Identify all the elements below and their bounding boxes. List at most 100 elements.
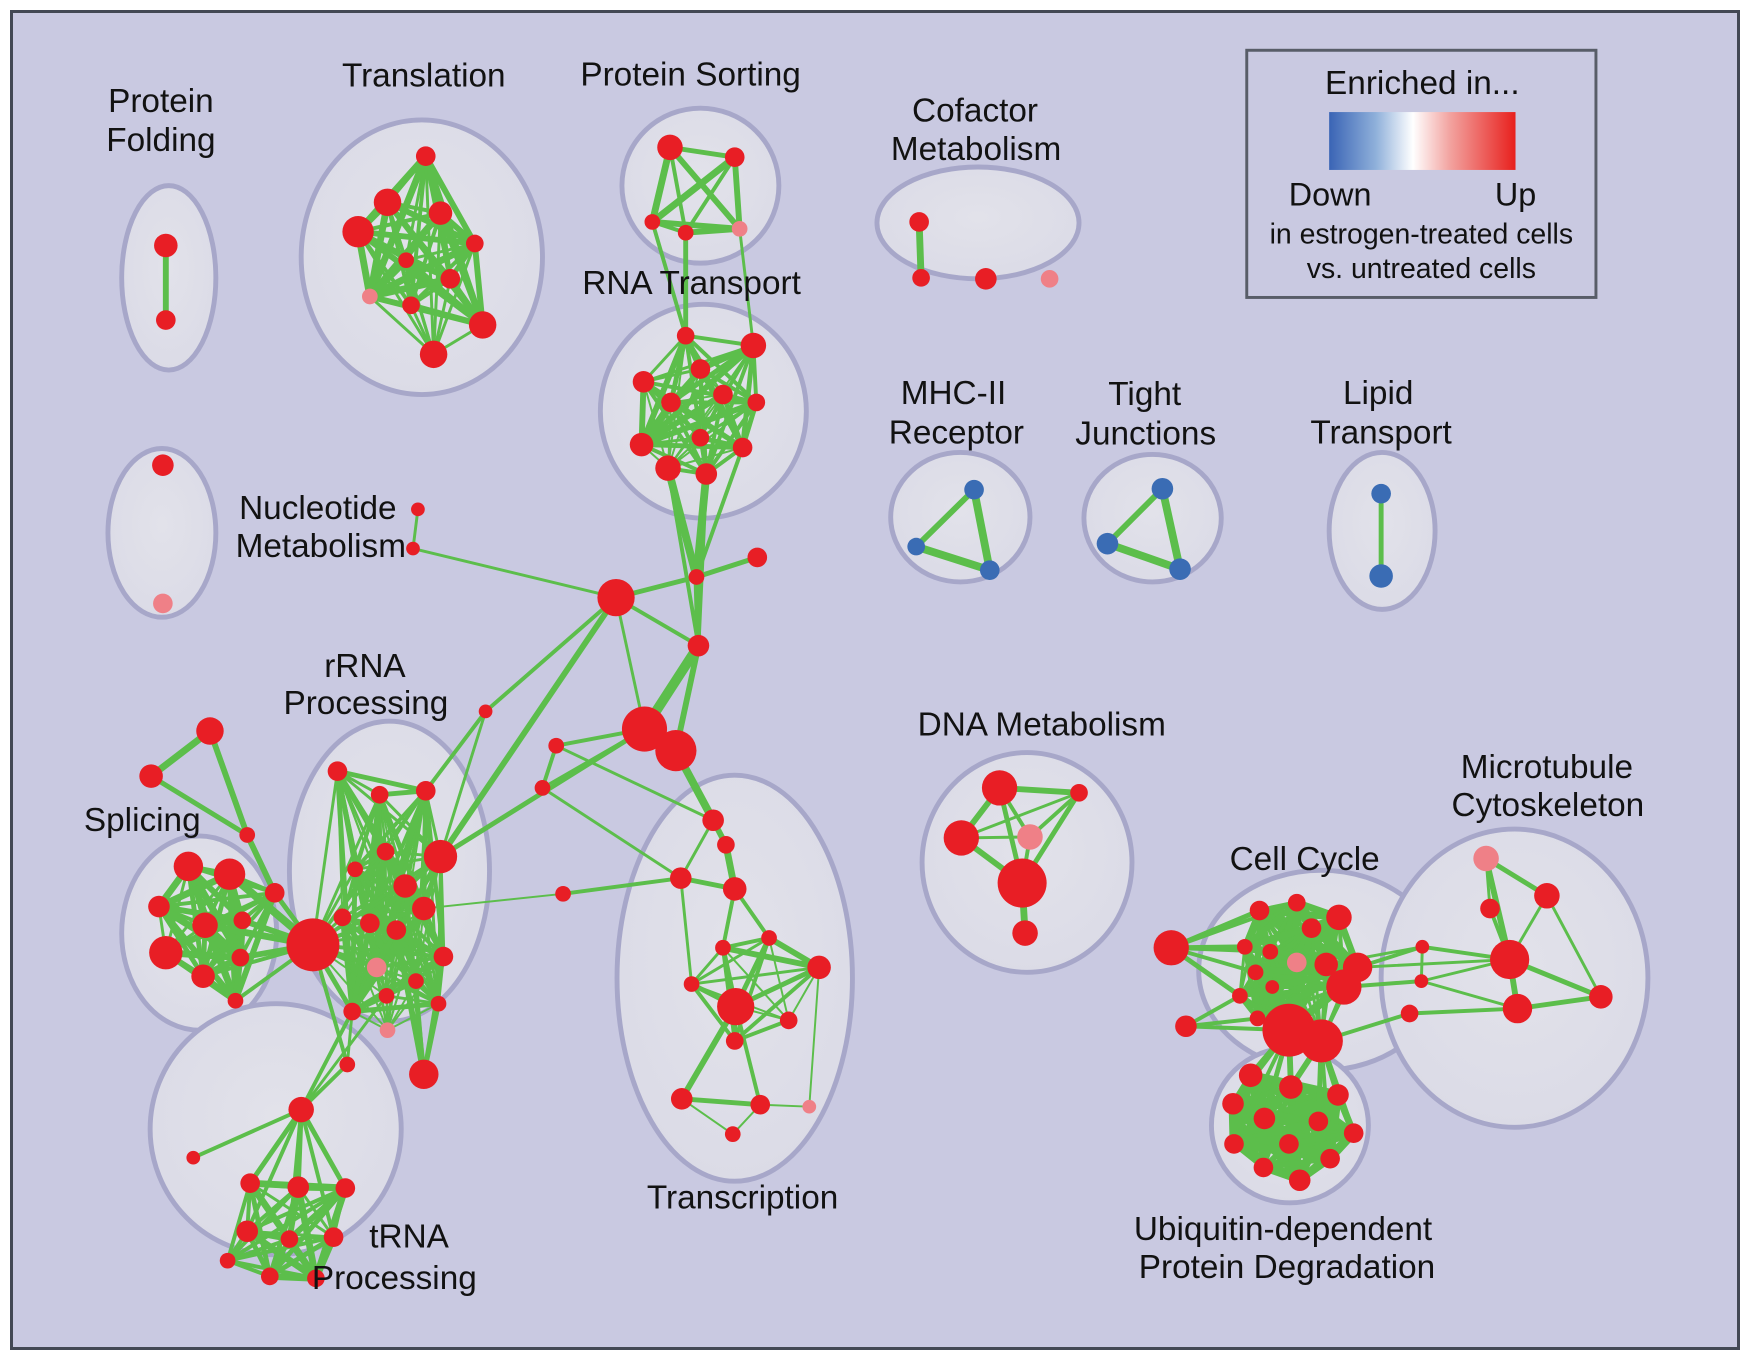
node-bridgeR-0[interactable] (1153, 930, 1189, 966)
node-translation-5[interactable] (398, 252, 414, 269)
node-ubiquitin-2[interactable] (1327, 1084, 1349, 1106)
node-tight-0[interactable] (1151, 477, 1174, 500)
node-ubiquitin-7[interactable] (1224, 1134, 1244, 1154)
node-chain-7[interactable] (411, 502, 425, 517)
node-rrna-0[interactable] (327, 761, 348, 782)
node-cofactor-0[interactable] (909, 212, 929, 232)
node-microtubule-2[interactable] (1480, 898, 1500, 919)
node-dna-4[interactable] (997, 858, 1047, 908)
node-dna-3[interactable] (1017, 824, 1043, 850)
node-translation-3[interactable] (428, 201, 453, 225)
node-cellcycle-3[interactable] (1301, 918, 1322, 938)
node-rrna-2[interactable] (415, 781, 436, 801)
node-rna_transport-6[interactable] (747, 393, 766, 412)
node-tri-1[interactable] (139, 764, 163, 788)
node-cellcycle-4[interactable] (1236, 938, 1253, 955)
node-nucleotide-1[interactable] (153, 593, 173, 614)
node-trna-7[interactable] (307, 1269, 325, 1288)
node-microtubule-8[interactable] (1400, 1004, 1419, 1023)
node-protein_folding-1[interactable] (156, 310, 176, 330)
node-cellcycle-6[interactable] (1286, 952, 1307, 973)
node-rrna-5[interactable] (393, 874, 417, 898)
node-protein_sorting-1[interactable] (724, 147, 745, 167)
node-txblob-4[interactable] (717, 987, 755, 1026)
node-microtubule-1[interactable] (1534, 883, 1560, 909)
node-splicing-2[interactable] (148, 895, 170, 918)
node-rna_transport-3[interactable] (632, 371, 655, 393)
node-txblob-1[interactable] (761, 930, 777, 946)
node-rna_transport-0[interactable] (676, 326, 695, 345)
node-cofactor-1[interactable] (912, 269, 930, 287)
node-rrna-13[interactable] (408, 973, 424, 989)
node-rna_transport-1[interactable] (740, 332, 767, 359)
node-protein_sorting-0[interactable] (657, 134, 683, 161)
node-microtubule-4[interactable] (1502, 993, 1533, 1024)
node-dna-5[interactable] (1012, 920, 1038, 946)
node-ubiquitin-3[interactable] (1222, 1092, 1244, 1115)
node-ubiquitin-11[interactable] (1288, 1169, 1311, 1192)
node-txu-2[interactable] (669, 867, 692, 889)
node-txu-4[interactable] (548, 737, 565, 754)
node-rrna-8[interactable] (333, 908, 352, 927)
node-rrna-16[interactable] (430, 995, 447, 1012)
node-chain-3[interactable] (747, 547, 768, 568)
node-bridgeL-2[interactable] (409, 1059, 439, 1090)
node-rrna-11[interactable] (286, 918, 340, 972)
node-txu-3[interactable] (722, 877, 747, 901)
node-bridgeL-1[interactable] (186, 1150, 201, 1165)
node-translation-1[interactable] (373, 188, 402, 217)
node-txblob-2[interactable] (807, 955, 831, 980)
node-chain-6[interactable] (478, 704, 493, 719)
node-chain-8[interactable] (406, 541, 420, 556)
node-rrna-9[interactable] (360, 913, 380, 934)
node-tri-0[interactable] (196, 717, 224, 745)
node-txu-1[interactable] (717, 835, 735, 854)
node-trna-2[interactable] (335, 1178, 356, 1198)
node-rna_transport-7[interactable] (629, 432, 654, 457)
node-cellcycle-11[interactable] (1249, 1010, 1266, 1027)
node-cellcycle-10[interactable] (1232, 987, 1248, 1004)
node-dna-1[interactable] (1070, 783, 1088, 802)
node-cellcycle-0[interactable] (1249, 900, 1270, 921)
node-ubiquitin-9[interactable] (1320, 1148, 1340, 1169)
node-rrna-3[interactable] (376, 842, 395, 861)
node-rrna-15[interactable] (378, 987, 395, 1004)
node-rrna-7[interactable] (412, 896, 436, 921)
node-bridgeR-1[interactable] (1175, 1015, 1197, 1038)
node-splicing-0[interactable] (173, 851, 204, 882)
node-splicing-1[interactable] (213, 858, 246, 890)
node-chain-1[interactable] (597, 578, 635, 617)
node-splicing-9[interactable] (227, 992, 244, 1009)
node-chain-0[interactable] (688, 569, 705, 585)
node-ubiquitin-6[interactable] (1343, 1123, 1364, 1143)
node-translation-7[interactable] (361, 288, 378, 305)
node-cofactor-3[interactable] (1040, 269, 1059, 288)
node-microtubule-6[interactable] (1415, 939, 1430, 954)
node-rrna-17[interactable] (343, 1002, 362, 1021)
node-ubiquitin-5[interactable] (1308, 1111, 1329, 1132)
node-cellcycle-7[interactable] (1314, 952, 1338, 977)
node-splicing-5[interactable] (149, 936, 183, 970)
node-trna-4[interactable] (280, 1230, 299, 1248)
node-ubiquitin-10[interactable] (1253, 1157, 1274, 1178)
node-chain-4[interactable] (621, 706, 668, 752)
node-protein_sorting-3[interactable] (677, 224, 694, 241)
node-rrna-10[interactable] (386, 920, 407, 940)
node-nucleotide-0[interactable] (152, 454, 174, 476)
node-rna_transport-5[interactable] (713, 384, 733, 405)
node-translation-2[interactable] (342, 216, 374, 248)
node-rrna-12[interactable] (366, 957, 387, 978)
node-translation-10[interactable] (419, 340, 448, 369)
node-tight-2[interactable] (1169, 558, 1191, 580)
node-rrna-18[interactable] (379, 1022, 396, 1039)
node-rna_transport-10[interactable] (655, 455, 681, 481)
node-protein_sorting-2[interactable] (644, 214, 661, 230)
node-cofactor-2[interactable] (975, 268, 997, 290)
node-trna-1[interactable] (287, 1176, 310, 1198)
node-splicing-4[interactable] (233, 911, 252, 930)
node-rna_transport-9[interactable] (732, 437, 753, 458)
node-txblob-3[interactable] (683, 976, 700, 992)
node-trna-3[interactable] (236, 1220, 259, 1243)
node-tri-2[interactable] (239, 827, 256, 843)
node-microtubule-7[interactable] (1414, 974, 1429, 988)
